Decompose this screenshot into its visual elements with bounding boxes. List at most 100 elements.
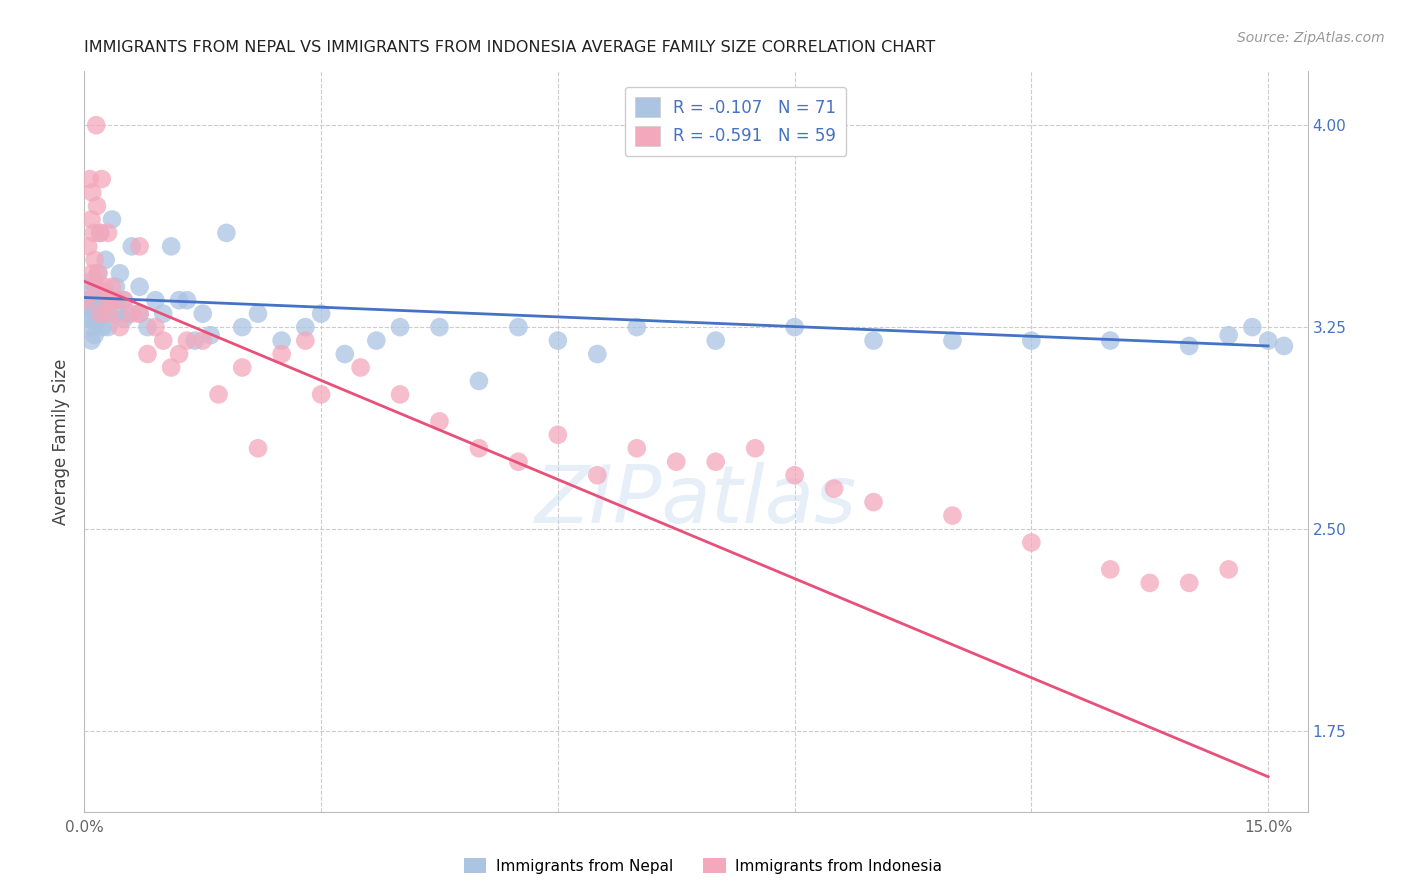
Point [82, 307, 104, 321]
Point [121, 239, 143, 253]
Point [309, 387, 332, 401]
Point [76, 293, 98, 308]
Point [704, 334, 727, 348]
Point [76, 293, 98, 308]
Point [1178, 339, 1201, 353]
Point [104, 279, 127, 293]
Point [586, 347, 609, 361]
Point [1178, 575, 1201, 590]
Point [83, 293, 105, 308]
Point [77, 239, 100, 253]
Point [84, 299, 107, 313]
Point [128, 307, 150, 321]
Legend: Immigrants from Nepal, Immigrants from Indonesia: Immigrants from Nepal, Immigrants from I… [457, 852, 949, 880]
Point [104, 293, 127, 308]
Point [80, 334, 103, 348]
Point [294, 334, 316, 348]
Point [246, 442, 269, 456]
Point [468, 374, 491, 388]
Point [82, 186, 104, 200]
Point [1021, 334, 1043, 348]
Point [89, 293, 111, 308]
Point [783, 320, 806, 334]
Point [104, 307, 127, 321]
Point [97, 320, 120, 334]
Point [744, 442, 766, 456]
Point [389, 387, 412, 401]
Point [823, 482, 845, 496]
Point [349, 360, 371, 375]
Point [176, 293, 198, 308]
Point [1218, 328, 1240, 343]
Point [87, 266, 110, 280]
Text: IMMIGRANTS FROM NEPAL VS IMMIGRANTS FROM INDONESIA AVERAGE FAMILY SIZE CORRELATI: IMMIGRANTS FROM NEPAL VS IMMIGRANTS FROM… [84, 40, 935, 55]
Point [333, 347, 356, 361]
Point [89, 226, 111, 240]
Point [84, 118, 107, 132]
Point [82, 285, 104, 299]
Text: ZIPatlas: ZIPatlas [534, 462, 858, 540]
Point [167, 347, 190, 361]
Point [80, 212, 103, 227]
Point [83, 328, 105, 343]
Point [270, 334, 292, 348]
Point [90, 172, 112, 186]
Point [152, 334, 174, 348]
Point [508, 455, 530, 469]
Point [862, 334, 884, 348]
Point [366, 334, 388, 348]
Point [508, 320, 530, 334]
Legend: R = -0.107   N = 71, R = -0.591   N = 59: R = -0.107 N = 71, R = -0.591 N = 59 [624, 87, 846, 156]
Point [98, 307, 121, 321]
Point [89, 226, 111, 240]
Point [93, 279, 115, 293]
Point [1241, 320, 1264, 334]
Point [101, 279, 124, 293]
Point [270, 347, 292, 361]
Point [128, 239, 150, 253]
Point [87, 266, 110, 280]
Point [941, 508, 963, 523]
Point [160, 360, 183, 375]
Point [191, 334, 214, 348]
Point [82, 320, 104, 334]
Point [77, 312, 100, 326]
Point [184, 334, 207, 348]
Point [389, 320, 412, 334]
Point [79, 274, 101, 288]
Point [1272, 339, 1295, 353]
Point [207, 387, 229, 401]
Point [128, 307, 150, 321]
Point [704, 455, 727, 469]
Point [86, 199, 108, 213]
Point [145, 320, 167, 334]
Point [117, 307, 139, 321]
Point [1099, 562, 1122, 576]
Point [200, 328, 222, 343]
Point [101, 212, 124, 227]
Point [90, 307, 112, 321]
Point [1257, 334, 1279, 348]
Point [112, 293, 135, 308]
Point [145, 293, 167, 308]
Point [626, 320, 648, 334]
Point [231, 320, 253, 334]
Point [586, 468, 609, 483]
Point [93, 285, 115, 299]
Point [783, 468, 806, 483]
Point [108, 320, 131, 334]
Point [1099, 334, 1122, 348]
Point [309, 307, 332, 321]
Point [84, 279, 107, 293]
Point [294, 320, 316, 334]
Point [128, 279, 150, 293]
Point [468, 442, 491, 456]
Point [429, 414, 451, 428]
Point [1139, 575, 1161, 590]
Point [121, 307, 143, 321]
Point [97, 226, 120, 240]
Point [98, 293, 121, 308]
Point [429, 320, 451, 334]
Point [94, 252, 117, 267]
Point [136, 347, 159, 361]
